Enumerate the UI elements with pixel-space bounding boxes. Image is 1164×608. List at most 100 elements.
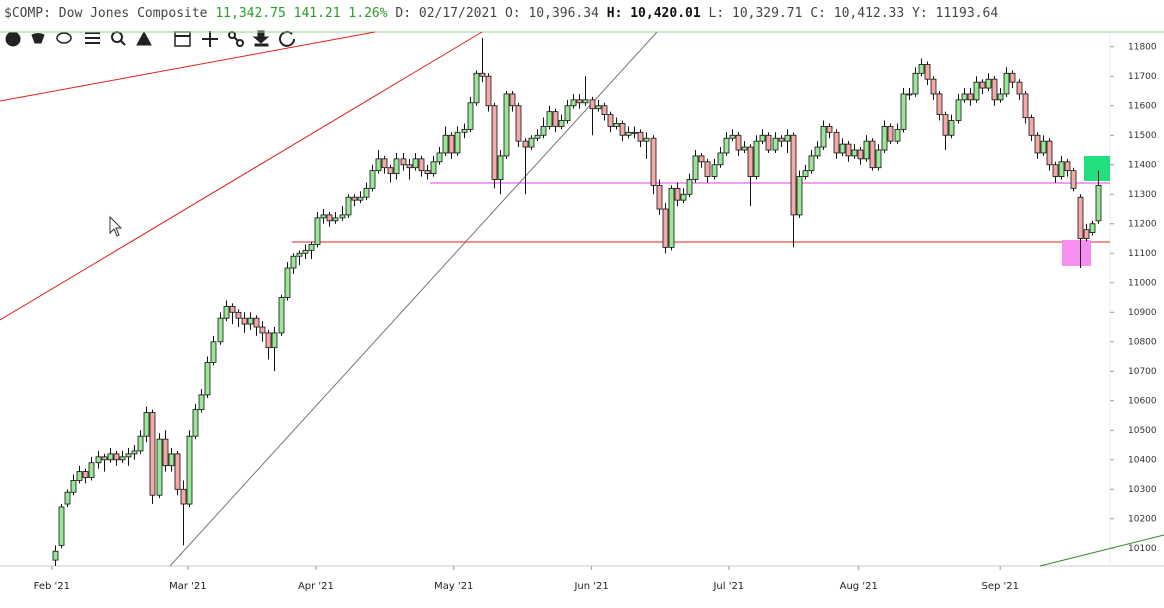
candle-body: [973, 81, 980, 101]
tool-search[interactable]: [111, 31, 126, 46]
y-tick-label: 10100: [1128, 544, 1157, 554]
y-tick-label: 10600: [1128, 396, 1157, 406]
candle-body: [881, 126, 888, 151]
candle-body: [765, 134, 772, 151]
y-tick-label: 11200: [1128, 219, 1157, 229]
tool-comment[interactable]: [56, 32, 72, 44]
y-tick-label: 11500: [1128, 131, 1157, 141]
ticks: 10100 10200 10300 10400 10500 10600 10700 10800…: [34, 42, 1157, 592]
candle-body: [650, 137, 657, 186]
candle-body: [253, 317, 260, 328]
candle-body: [576, 99, 583, 104]
candle-body: [461, 128, 468, 133]
candle-body: [58, 506, 65, 546]
x-tick-label: Jul '21: [712, 581, 744, 592]
candle-body: [400, 158, 407, 166]
candle-body: [595, 105, 602, 110]
candle-body: [1034, 134, 1041, 154]
candle-body: [698, 155, 705, 163]
candle-body: [64, 491, 71, 505]
candle-body: [119, 456, 126, 461]
candle-body: [418, 158, 425, 172]
candle-body: [454, 131, 461, 154]
trend-line: [169, 31, 658, 567]
tool-twitter[interactable]: [31, 33, 45, 44]
tool-move[interactable]: [202, 31, 218, 47]
y-tick-label: 11100: [1128, 249, 1157, 259]
annotations: [0, 31, 1164, 567]
candle-body: [1046, 140, 1053, 166]
candle-body: [192, 409, 199, 437]
y-tick-label: 11300: [1128, 190, 1157, 200]
candle-body: [412, 158, 419, 169]
candle-body: [961, 93, 968, 101]
candle-body: [1009, 72, 1016, 83]
y-tick-label: 10700: [1128, 367, 1157, 377]
y-tick-label: 10400: [1128, 455, 1157, 465]
candle-body: [589, 99, 596, 110]
trend-line: [0, 31, 483, 321]
candle-body: [906, 93, 913, 96]
highlight-box: [1062, 240, 1091, 266]
candle-body: [302, 249, 309, 254]
candle-body: [491, 105, 498, 180]
tool-link[interactable]: [228, 31, 244, 47]
field-label: L:: [708, 6, 725, 21]
last-price: 11,342.75: [215, 6, 286, 21]
candle-body: [235, 311, 242, 319]
tool-list[interactable]: [85, 32, 100, 44]
trend-line: [1039, 534, 1164, 567]
x-tick-label: May '21: [434, 581, 473, 592]
candle-body: [607, 114, 614, 127]
candle-body: [351, 196, 358, 201]
candle-body: [918, 64, 925, 74]
candle-body: [570, 99, 577, 107]
x-tick-label: Mar '21: [169, 581, 207, 592]
candle-body: [473, 72, 480, 104]
candle-body: [296, 252, 303, 257]
candle-body: [1016, 81, 1023, 95]
candle-body: [406, 164, 413, 169]
candle-body: [820, 126, 827, 148]
y-tick-label: 11800: [1128, 42, 1157, 52]
candle-body: [631, 131, 638, 134]
candle-body: [339, 214, 346, 219]
candle-body: [503, 93, 510, 157]
candle-body: [70, 480, 77, 493]
candle-body: [979, 81, 986, 89]
candle-body: [357, 196, 364, 201]
tool-refresh[interactable]: [279, 30, 295, 47]
candle-body: [375, 158, 382, 172]
candle-body: [137, 435, 144, 452]
candle-body: [381, 158, 388, 169]
instrument-name: Dow Jones Composite: [58, 6, 208, 21]
field-value: 10,396.34: [528, 6, 599, 21]
candle-body: [637, 131, 644, 142]
y-tick-label: 11000: [1128, 278, 1157, 288]
tool-calendar[interactable]: [174, 31, 191, 47]
candle-body: [326, 214, 333, 222]
candle-body: [308, 244, 315, 251]
candle-body: [1022, 93, 1029, 118]
candle-body: [601, 105, 608, 116]
field-label: O:: [504, 6, 521, 21]
candle-body: [515, 105, 522, 142]
tool-annotate[interactable]: [136, 30, 152, 46]
candle-body: [778, 137, 785, 142]
candle-body: [229, 305, 236, 313]
candle-body: [1052, 164, 1059, 177]
candle-body: [833, 131, 840, 154]
candle-body: [930, 78, 937, 95]
tool-dashboard[interactable]: [5, 31, 21, 47]
trend-line: [0, 31, 376, 102]
x-tick-label: Jun '21: [573, 581, 608, 592]
candle-body: [558, 120, 565, 127]
candle-body: [613, 123, 620, 127]
tool-download[interactable]: [252, 30, 270, 47]
candle-body: [113, 453, 120, 461]
candle-body: [662, 208, 669, 248]
candle-body: [143, 412, 150, 437]
candle-body: [369, 170, 376, 189]
candle-body: [497, 155, 504, 180]
